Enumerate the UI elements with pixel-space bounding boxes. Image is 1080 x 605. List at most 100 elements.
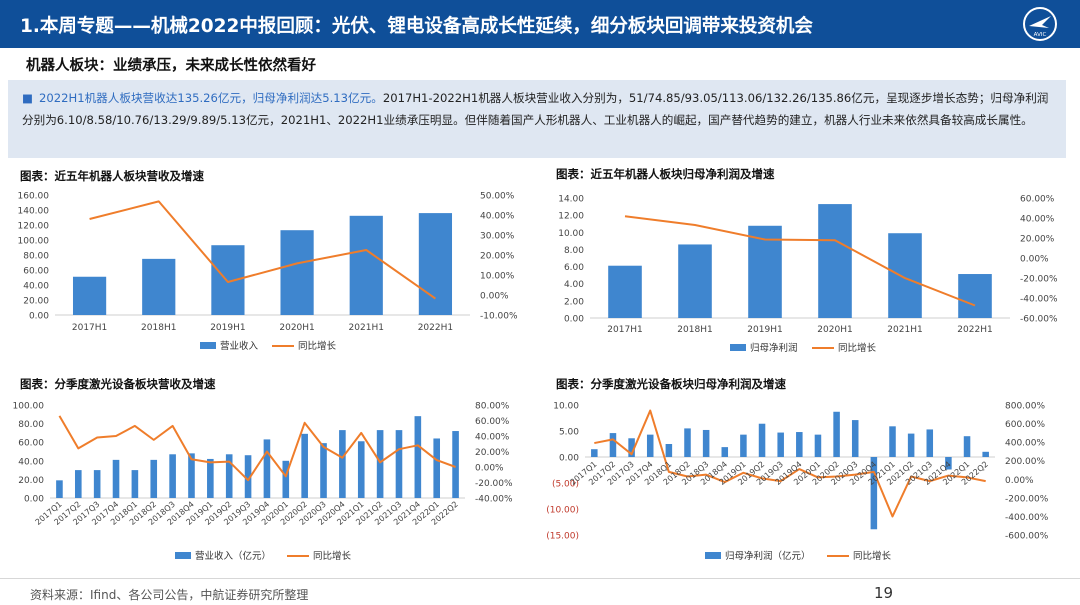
robot-profit-chart: 0.00 2.00 4.00 6.00 8.00 10.00 12.00 14.00 -60.0… [558, 195, 1058, 355]
bar-mark [349, 215, 383, 315]
bar-mark [833, 411, 840, 457]
left-tick-label: 20.00 [18, 476, 44, 486]
laser-revenue-chart: 0.00 20.00 40.00 60.00 80.00 100.00 -40.00% -20… [13, 402, 514, 563]
left-tick-label: 80.00 [18, 420, 44, 430]
header-bar: 1.本周专题——机械2022中报回顾：光伏、锂电设备高成长性延续，细分板块回调带… [0, 0, 1080, 48]
robot-revenue-chart: 0.00 20.00 40.00 60.00 80.00 100.00 120.00 140.… [18, 192, 519, 353]
bar-mark [748, 225, 782, 318]
bar-mark [609, 433, 617, 457]
left-tick-label: 0.00 [24, 495, 44, 505]
left-tick-label: 140.00 [18, 207, 50, 217]
left-tick-label: 10.00 [558, 229, 584, 239]
bar-mark [796, 432, 803, 457]
bar-mark [608, 265, 642, 318]
bar-mark [263, 439, 271, 498]
legend-bar-label: 归母净利润 [750, 342, 798, 354]
bar-mark [963, 436, 971, 457]
x-tick-label: 2020H1 [817, 325, 852, 335]
right-tick-label: -60.00% [1020, 315, 1058, 325]
right-tick-label: 400.00% [1005, 439, 1045, 449]
bullet-icon: ■ [22, 91, 33, 105]
right-tick-label: 60.00% [1020, 195, 1055, 205]
left-tick-label: 5.00 [559, 428, 579, 438]
x-tick-label: 2019H1 [747, 325, 782, 335]
legend-bar-swatch [200, 342, 216, 349]
right-tick-label: 0.00% [480, 292, 509, 302]
right-tick-label: -20.00% [1020, 275, 1058, 285]
right-tick-label: -40.00% [1020, 295, 1058, 305]
growth-line [89, 200, 436, 300]
right-tick-label: 20.00% [1020, 235, 1055, 245]
x-tick-label: 2021H1 [349, 323, 384, 333]
x-tick-label: 2018H1 [141, 323, 176, 333]
bar-mark [376, 430, 384, 498]
avic-logo: AVIC [1023, 7, 1057, 41]
left-tick-label: 20.00 [23, 297, 49, 307]
right-tick-label: 0.00% [475, 464, 504, 474]
bar-mark [628, 438, 635, 457]
bar-mark [777, 432, 784, 457]
left-tick-label: (5.00) [552, 480, 579, 490]
bar-mark [56, 480, 63, 498]
bar-mark [907, 433, 915, 457]
legend-bar-label: 营业收入 [220, 340, 259, 352]
right-tick-label: 80.00% [475, 402, 510, 412]
source-note: 资料来源：Ifind、各公司公告，中航证券研究所整理 [30, 588, 309, 602]
left-tick-label: 14.00 [558, 195, 584, 205]
x-tick-label: 2019H1 [210, 323, 245, 333]
left-tick-label: (15.00) [546, 532, 579, 542]
left-tick-label: 60.00 [18, 439, 44, 449]
bar-mark [301, 433, 308, 498]
x-tick-label: 2018H1 [677, 325, 712, 335]
left-tick-label: 6.00 [564, 263, 584, 273]
right-tick-label: 20.00% [475, 448, 510, 458]
bar-mark [72, 276, 107, 315]
legend-bar-swatch [175, 552, 191, 559]
bar-mark [320, 443, 327, 498]
right-tick-label: -40.00% [475, 495, 513, 505]
page-title: 1.本周专题——机械2022中报回顾：光伏、锂电设备高成长性延续，细分板块回调带… [20, 16, 813, 37]
chart-title-profit: 图表：近五年机器人板块归母净利润及增速 [556, 167, 775, 181]
right-tick-label: 0.00% [1020, 255, 1049, 265]
summary-highlight: 2022H1机器人板块营收达135.26亿元，归母净利润达5.13亿元。 [38, 91, 383, 105]
right-tick-label: 30.00% [480, 232, 515, 242]
right-tick-label: -10.00% [480, 312, 518, 322]
right-tick-label: 40.00% [475, 433, 510, 443]
bar-mark [452, 431, 459, 498]
x-tick-label: 2022H1 [418, 323, 453, 333]
bar-mark [591, 449, 598, 457]
bar-mark [433, 438, 441, 498]
bar-mark [818, 204, 852, 318]
bar-mark [888, 233, 922, 318]
left-tick-label: 40.00 [18, 457, 44, 467]
chart-title-laser-revenue: 图表：分季度激光设备板块营收及增速 [20, 377, 216, 391]
bar-mark [395, 430, 403, 498]
svg-text:AVIC: AVIC [1034, 32, 1047, 38]
bar-mark [112, 459, 120, 498]
legend-bar-swatch [730, 344, 746, 351]
chart-title-revenue: 图表：近五年机器人板块营收及增速 [20, 169, 204, 183]
bar-mark [702, 429, 710, 457]
left-tick-label: 10.00 [553, 402, 579, 412]
bar-mark [945, 457, 952, 470]
bar-mark [207, 458, 214, 498]
bar-mark [418, 213, 453, 315]
bar-mark [131, 470, 139, 498]
bar-mark [339, 430, 346, 498]
chart-title-laser-profit: 图表：分季度激光设备板块归母净利润及增速 [556, 377, 786, 391]
x-tick-label: 2020H1 [279, 323, 314, 333]
bar-mark [721, 447, 729, 457]
right-tick-label: 60.00% [475, 417, 510, 427]
bar-mark [142, 258, 176, 315]
legend-bar-label: 归母净利润（亿元） [725, 550, 811, 562]
bar-mark [870, 457, 878, 530]
bar-mark [678, 244, 712, 318]
bar-mark [851, 420, 859, 457]
left-tick-label: 160.00 [18, 192, 50, 202]
bar-mark [93, 470, 101, 498]
left-tick-label: 40.00 [23, 282, 49, 292]
left-tick-label: 100.00 [18, 237, 50, 247]
growth-line [58, 415, 456, 482]
bar-mark [357, 441, 365, 498]
right-tick-label: 40.00% [480, 212, 515, 222]
